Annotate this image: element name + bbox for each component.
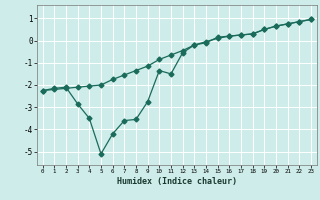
X-axis label: Humidex (Indice chaleur): Humidex (Indice chaleur)	[117, 177, 237, 186]
